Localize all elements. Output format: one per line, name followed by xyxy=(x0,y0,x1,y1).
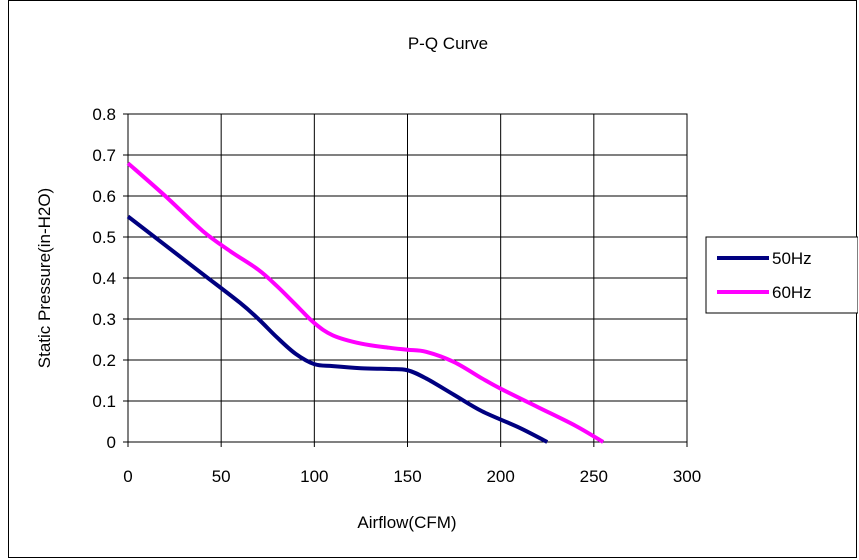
y-tick-label: 0.8 xyxy=(92,105,116,124)
chart-title: P-Q Curve xyxy=(408,34,488,53)
x-tick-label: 250 xyxy=(580,467,608,486)
y-tick-label: 0.7 xyxy=(92,146,116,165)
y-tick-label: 0.5 xyxy=(92,228,116,247)
x-tick-label: 100 xyxy=(300,467,328,486)
x-tick-label: 200 xyxy=(486,467,514,486)
legend: 50Hz 60Hz xyxy=(705,236,858,314)
y-axis-title: Static Pressure(in-H2O) xyxy=(35,188,54,368)
x-axis-title: Airflow(CFM) xyxy=(357,513,456,532)
x-tick-label: 150 xyxy=(393,467,421,486)
series-layer xyxy=(126,161,605,444)
legend-label-50hz: 50Hz xyxy=(772,249,812,268)
y-tick-label: 0.6 xyxy=(92,187,116,206)
chart-frame: P-Q Curve 0 50 100 150 200 250 300 0 0.1 0.2 0.3 0.… xyxy=(8,0,858,558)
y-tick-label: 0.2 xyxy=(92,351,116,370)
series-line-60hz xyxy=(126,161,605,444)
legend-label-60hz: 60Hz xyxy=(772,283,812,302)
x-tick-label: 0 xyxy=(123,467,132,486)
series-line-50hz xyxy=(126,214,549,444)
x-tick-label: 300 xyxy=(673,467,701,486)
legend-box xyxy=(705,236,858,314)
y-tick-label: 0.1 xyxy=(92,392,116,411)
y-tick-label: 0.4 xyxy=(92,269,116,288)
tick-layer: 0 50 100 150 200 250 300 0 0.1 0.2 0.3 0.4 0.5 0.6 0.7… xyxy=(92,105,701,486)
x-tick-label: 50 xyxy=(212,467,231,486)
y-tick-label: 0 xyxy=(107,433,116,452)
grid-layer xyxy=(128,114,687,442)
y-tick-label: 0.3 xyxy=(92,310,116,329)
chart-svg: P-Q Curve 0 50 100 150 200 250 300 0 0.1 0.2 0.3 0.… xyxy=(35,34,858,532)
